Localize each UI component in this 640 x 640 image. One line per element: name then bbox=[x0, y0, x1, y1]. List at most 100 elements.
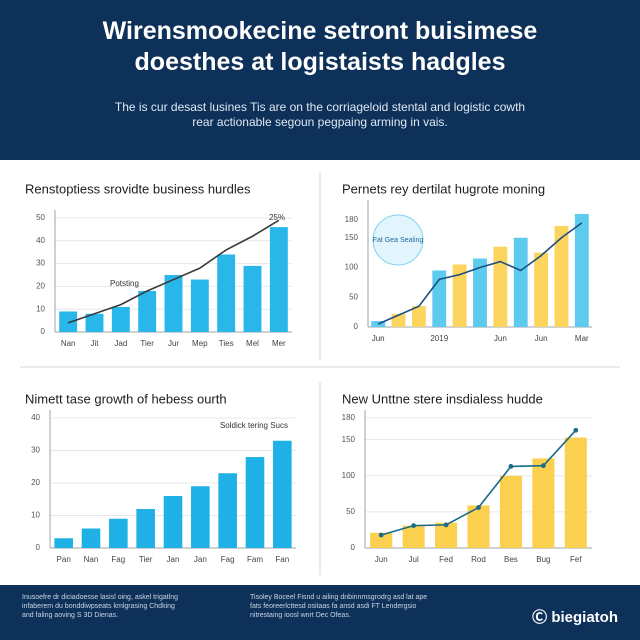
annotation: Fat Gea Sealing bbox=[373, 237, 424, 244]
y-tick-label: 0 bbox=[36, 543, 41, 552]
y-tick-label: 150 bbox=[345, 233, 359, 242]
y-tick-label: 20 bbox=[36, 282, 45, 291]
bar bbox=[273, 440, 292, 548]
bar bbox=[473, 258, 487, 327]
trend-marker bbox=[476, 505, 481, 510]
header-subtitle: The is cur desast lusines Tis are on the… bbox=[0, 100, 640, 130]
trend-marker bbox=[443, 522, 449, 528]
bar bbox=[493, 246, 508, 327]
y-tick-label: 20 bbox=[31, 478, 40, 487]
x-tick-label: Fag bbox=[111, 555, 125, 564]
y-tick-label: 30 bbox=[31, 446, 40, 455]
x-tick-label: Jur bbox=[168, 339, 179, 348]
y-tick-label: 100 bbox=[342, 471, 356, 480]
y-tick-label: 100 bbox=[345, 263, 359, 272]
dividers bbox=[20, 172, 620, 575]
x-tick-label: Jan bbox=[194, 555, 207, 564]
x-tick-label: Nan bbox=[61, 339, 76, 348]
bar bbox=[138, 290, 157, 332]
x-tick-label: Mer bbox=[272, 339, 286, 348]
trend-line bbox=[67, 219, 280, 324]
header-title: Wirensmookecine setront buisimese doesth… bbox=[0, 0, 640, 78]
bar bbox=[85, 313, 104, 332]
trend-marker bbox=[573, 427, 579, 433]
x-tick-label: Tier bbox=[140, 339, 154, 348]
footer: Inusoefre dr diciadoesse lasisl oing, as… bbox=[0, 585, 640, 640]
bar bbox=[81, 528, 101, 548]
title-line: doesthes at logistaists hadgles bbox=[134, 48, 506, 76]
annotation: Potsting bbox=[110, 279, 139, 288]
footer-line: nitrestaing ioosl wnrt Dec Ofeas. bbox=[250, 612, 351, 619]
x-tick-label: Rod bbox=[471, 555, 486, 564]
chart: New Unttne stere insdialess hudde 0 50 100 1… bbox=[342, 391, 592, 564]
subtitle-line: The is cur desast lusines Tis are on the… bbox=[114, 100, 526, 114]
bar bbox=[499, 475, 522, 548]
annotation: 25% bbox=[269, 213, 285, 222]
bar bbox=[136, 509, 155, 548]
x-tick-label: Mel bbox=[246, 339, 259, 348]
brand: Ⓒ biegiatoh bbox=[532, 609, 618, 626]
x-tick-label: Fam bbox=[247, 555, 263, 564]
bar bbox=[269, 227, 288, 332]
trend-marker bbox=[540, 463, 546, 469]
bar bbox=[111, 306, 130, 332]
y-tick-label: 0 bbox=[354, 322, 359, 331]
y-tick-label: 50 bbox=[346, 507, 355, 516]
bar bbox=[467, 505, 490, 548]
annotation: Soldick tering Sucs bbox=[220, 421, 288, 430]
footer-line: fats feoreerlcttesd ositaas fa ansd asdi… bbox=[250, 603, 417, 610]
y-tick-label: 150 bbox=[342, 435, 356, 444]
x-tick-label: Jad bbox=[114, 339, 127, 348]
footer-line: and faling aoving S 3D Dienas. bbox=[22, 612, 119, 619]
y-tick-label: 0 bbox=[41, 327, 46, 336]
bar bbox=[190, 279, 209, 332]
bar bbox=[554, 225, 569, 327]
bar bbox=[163, 496, 183, 548]
bar bbox=[370, 532, 393, 548]
bar bbox=[218, 473, 237, 548]
footer-text: Inusoefre dr diciadoesse lasisl oing, as… bbox=[22, 593, 232, 620]
header: Wirensmookecine setront buisimese doesth… bbox=[0, 0, 640, 160]
y-tick-label: 0 bbox=[351, 543, 356, 552]
x-tick-label: Jan bbox=[167, 555, 180, 564]
brand-name: biegiatoh bbox=[551, 609, 618, 626]
bar bbox=[217, 254, 236, 332]
x-tick-label: 2019 bbox=[430, 334, 448, 343]
chart: Renstoptiess srovidte business hurdles 0 1… bbox=[25, 181, 292, 348]
trend-marker bbox=[411, 523, 417, 529]
y-tick-label: 40 bbox=[36, 236, 45, 245]
bar bbox=[402, 525, 425, 548]
bar bbox=[411, 306, 426, 327]
y-tick-label: 50 bbox=[349, 292, 358, 301]
footer-line: Tisoley Boceel Fisnd u ailing dnbinnmsgr… bbox=[250, 594, 428, 601]
x-tick-label: Jun bbox=[494, 334, 507, 343]
x-tick-label: Fed bbox=[439, 555, 453, 564]
chart: Pernets rey dertilat hugrote moning 0 50 10… bbox=[342, 181, 592, 343]
y-tick-label: 10 bbox=[36, 304, 45, 313]
y-tick-label: 180 bbox=[345, 215, 359, 224]
x-tick-label: Nan bbox=[84, 555, 99, 564]
chart-title: Nimett tase growth of hebess ourth bbox=[25, 391, 227, 406]
bar bbox=[574, 213, 589, 327]
y-tick-label: 40 bbox=[31, 413, 40, 422]
bar bbox=[513, 237, 528, 327]
x-tick-label: Tier bbox=[139, 555, 153, 564]
footer-line: Inusoefre dr diciadoesse lasisl oing, as… bbox=[22, 594, 179, 601]
chart-title: New Unttne stere insdialess hudde bbox=[342, 391, 543, 406]
x-tick-label: Jit bbox=[91, 339, 100, 348]
y-tick-label: 50 bbox=[36, 213, 45, 222]
x-tick-label: Jun bbox=[372, 334, 385, 343]
trend-line bbox=[377, 222, 583, 325]
footer-line: infaberem du bonddiwpseats kmlgrasing Ch… bbox=[22, 603, 175, 610]
y-tick-label: 10 bbox=[31, 511, 40, 520]
bar bbox=[243, 265, 262, 332]
x-tick-label: Jun bbox=[535, 334, 548, 343]
chart: Nimett tase growth of hebess ourth 0 10 20 3… bbox=[25, 391, 296, 564]
x-tick-label: Fan bbox=[275, 555, 289, 564]
trend-marker bbox=[378, 532, 384, 538]
subtitle-line: rear actionable segoun pegpaing arming i… bbox=[192, 115, 448, 129]
bar bbox=[435, 522, 458, 548]
bar bbox=[534, 252, 549, 327]
x-tick-label: Fag bbox=[221, 555, 235, 564]
